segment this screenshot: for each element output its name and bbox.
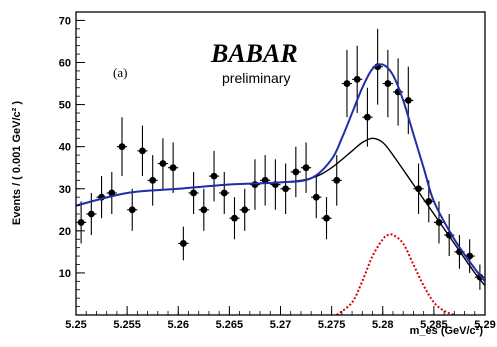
data-point [331, 155, 342, 206]
data-point [157, 138, 169, 189]
data-point [403, 66, 414, 135]
data-point [219, 171, 230, 214]
data-point [198, 188, 209, 231]
data-point [239, 188, 250, 231]
signal-fit-curve [336, 233, 455, 316]
y-tick-label: 70 [59, 15, 71, 27]
background-fit-curve-layer [75, 137, 486, 286]
data-point [300, 142, 312, 193]
x-axis-title: m_es (GeV/c²) [410, 325, 484, 337]
data-point [127, 188, 138, 231]
x-tick-label: 5.275 [318, 319, 346, 331]
data-point [341, 49, 353, 118]
data-point [137, 125, 148, 177]
total-fit-curve [75, 63, 486, 282]
data-point [311, 176, 322, 219]
x-tick-label: 5.26 [168, 319, 189, 331]
data-point [260, 155, 271, 206]
data-point [270, 159, 281, 210]
data-point [280, 163, 291, 214]
y-axis: 10 20 30 40 50 60 70 [59, 11, 85, 307]
data-point [208, 150, 220, 202]
data-point [86, 192, 97, 236]
data-point [321, 197, 332, 240]
data-points-layer [76, 28, 485, 290]
data-point [392, 58, 404, 126]
y-tick-label: 60 [59, 58, 71, 70]
data-point [147, 155, 158, 206]
y-axis-title: Events / ( 0.001 GeV/c² ) [11, 101, 23, 225]
data-point [188, 171, 199, 214]
y-tick-label: 30 [59, 184, 71, 196]
background-fit-curve [75, 137, 486, 286]
x-tick-label: 5.265 [216, 319, 244, 331]
x-tick-label: 5.255 [113, 319, 141, 331]
x-tick-label: 5.28 [372, 319, 393, 331]
data-point [352, 45, 363, 113]
x-axis: 5.25 5.255 5.26 5.265 5.27 5.275 5.28 5.285 5.29 [65, 306, 496, 331]
data-point [168, 142, 179, 193]
data-point [178, 226, 189, 261]
y-tick-label: 50 [59, 100, 71, 112]
preliminary-label: preliminary [222, 70, 290, 86]
data-point [116, 117, 128, 177]
y-tick-label: 40 [59, 142, 71, 154]
data-point [362, 87, 373, 147]
x-tick-label: 5.25 [65, 319, 86, 331]
data-point [413, 163, 424, 214]
data-point [433, 201, 445, 244]
x-tick-label: 5.27 [270, 319, 291, 331]
x-tick-label: 5.29 [474, 319, 495, 331]
signal-fit-curve-layer [336, 233, 455, 316]
data-point [474, 264, 485, 290]
babar-logo: BABAR [210, 39, 298, 68]
x-tick-label: 5.285 [420, 319, 448, 331]
y-tick-label: 20 [59, 226, 71, 238]
total-fit-curve-layer [75, 63, 486, 282]
data-point [290, 146, 301, 198]
data-point [229, 197, 240, 240]
panel-label: (a) [113, 65, 127, 80]
y-tick-label: 10 [59, 268, 71, 280]
data-point [106, 171, 117, 214]
data-point [382, 49, 393, 118]
